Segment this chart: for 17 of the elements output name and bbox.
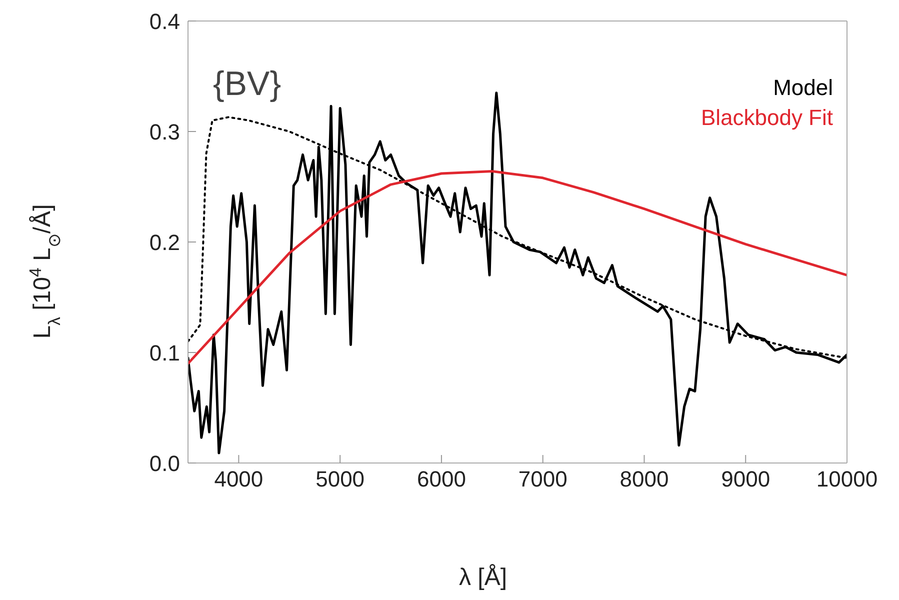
x-tick-label: 7000 [518, 466, 568, 492]
annotation: {BV} [213, 65, 282, 103]
y-tick-label: 0.1 [149, 340, 180, 366]
text: Model [773, 75, 833, 100]
y-tick-label: 0.4 [149, 8, 180, 34]
x-tick-label: 10000 [816, 466, 878, 492]
text: Blackbody Fit [700, 105, 833, 130]
x-axis-title: λ [Å] [458, 564, 508, 591]
line-series [188, 170, 847, 365]
x-tick-label: 4000 [214, 466, 264, 492]
y-tick-label: 0.3 [149, 119, 180, 144]
x-tick-label: 6000 [416, 466, 466, 492]
y-tick-label: 0.2 [149, 230, 180, 255]
x-tick-label: 8000 [620, 466, 669, 492]
x-tick-label: 9000 [721, 466, 770, 492]
x-tick-label: 5000 [316, 466, 365, 492]
y-tick-label: 0.0 [149, 450, 180, 476]
